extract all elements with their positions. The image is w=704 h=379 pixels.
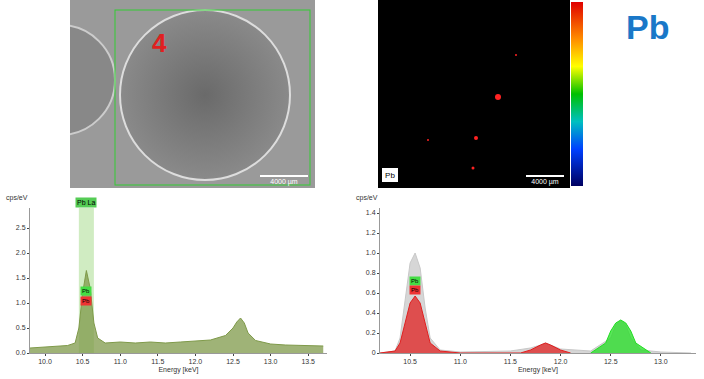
svg-text:13.0: 13.0 (264, 358, 278, 365)
svg-text:1.4: 1.4 (366, 209, 376, 216)
svg-text:1.0: 1.0 (16, 299, 26, 306)
svg-text:13.5: 13.5 (301, 358, 315, 365)
svg-text:Pb: Pb (82, 288, 90, 294)
svg-text:0.6: 0.6 (366, 289, 376, 296)
svg-text:13.0: 13.0 (654, 358, 668, 365)
svg-text:11.0: 11.0 (114, 358, 127, 365)
svg-text:0: 0 (372, 349, 376, 356)
svg-text:10.0: 10.0 (38, 358, 52, 365)
svg-text:1.0: 1.0 (366, 249, 376, 256)
svg-text:cps/eV: cps/eV (356, 194, 378, 202)
svg-text:0.2: 0.2 (366, 329, 376, 336)
svg-text:Energy [keV]: Energy [keV] (518, 366, 558, 374)
svg-text:Pb: Pb (411, 287, 419, 293)
svg-text:10.5: 10.5 (76, 358, 90, 365)
svg-text:2.0: 2.0 (16, 249, 26, 256)
svg-text:cps/eV: cps/eV (6, 194, 28, 202)
svg-text:2.5: 2.5 (16, 224, 26, 231)
svg-text:Pb La: Pb La (77, 199, 95, 206)
svg-text:4000 µm: 4000 µm (270, 178, 298, 186)
svg-text:Energy [keV]: Energy [keV] (158, 366, 198, 374)
svg-text:12.5: 12.5 (604, 358, 618, 365)
svg-text:Pb: Pb (82, 298, 90, 304)
svg-text:0.8: 0.8 (366, 269, 376, 276)
svg-text:Pb: Pb (385, 171, 395, 180)
svg-text:12.0: 12.0 (554, 358, 568, 365)
svg-text:0.5: 0.5 (16, 324, 26, 331)
html-text:Pb: Pb (626, 8, 670, 46)
svg-text:1.2: 1.2 (366, 229, 376, 236)
svg-text:10.5: 10.5 (403, 358, 417, 365)
svg-text:0.0: 0.0 (16, 349, 26, 356)
svg-text:11.5: 11.5 (504, 358, 517, 365)
svg-text:12.5: 12.5 (226, 358, 240, 365)
svg-text:4: 4 (152, 28, 167, 58)
svg-text:1.5: 1.5 (16, 274, 26, 281)
svg-text:Pb: Pb (411, 278, 419, 284)
svg-text:4000 µm: 4000 µm (531, 178, 559, 186)
svg-text:0.4: 0.4 (366, 309, 376, 316)
svg-text:11.0: 11.0 (454, 358, 467, 365)
svg-text:11.5: 11.5 (151, 358, 164, 365)
svg-text:12.0: 12.0 (189, 358, 203, 365)
